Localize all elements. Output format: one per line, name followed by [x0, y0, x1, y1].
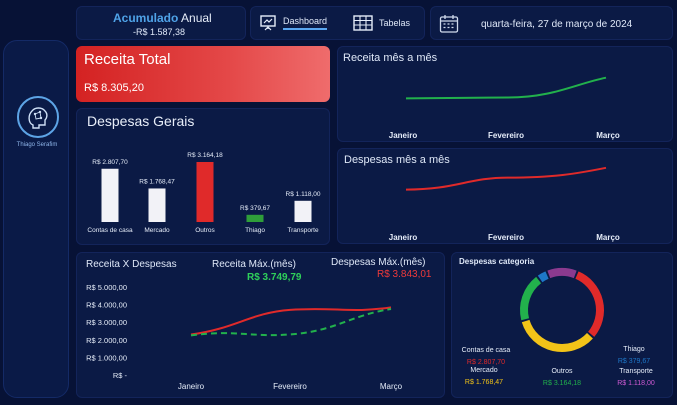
receita-total-value: R$ 8.305,20 [84, 82, 144, 94]
rxd-series-1 [190, 308, 392, 337]
date-card: quarta-feira, 27 de março de 2024 [430, 6, 673, 40]
rxd-ytick-1: R$ 1.000,00 [86, 353, 127, 362]
bar-label-4: R$ 1.118,00 [286, 191, 321, 198]
receita-mes-xlabel-1: Fevereiro [488, 131, 524, 140]
receita-x-despesas-title: Receita X Despesas [86, 259, 177, 270]
donut-value-3: R$ 379,67 [618, 358, 650, 365]
despesas-mes-card: Despesas mês a mês Janeiro Fevereiro Março [337, 148, 673, 244]
nav-dashboard-label: Dashboard [283, 16, 328, 30]
presentation-icon [260, 15, 276, 31]
despesas-gerais-title: Despesas Gerais [87, 113, 195, 129]
receita-mes-xlabel-2: Março [596, 131, 620, 140]
receita-total-title: Receita Total [84, 51, 171, 68]
donut-value-1: R$ 1.768,47 [465, 379, 503, 386]
receita-x-despesas-card: Receita X Despesas Receita Máx.(mês) R$ … [76, 252, 445, 398]
donut-slice-1[interactable] [520, 276, 542, 321]
bar-label-2: R$ 3.164,18 [187, 152, 223, 159]
despesas-max-label: Despesas Máx.(mês) [331, 257, 426, 268]
donut-slice-0[interactable] [575, 271, 604, 337]
nav-tabelas-label: Tabelas [379, 18, 411, 28]
bar-0[interactable] [101, 168, 119, 222]
donut-value-4: R$ 1.118,00 [617, 380, 655, 387]
receita-total-card: Receita Total R$ 8.305,20 [76, 46, 330, 102]
brain-circuit-icon [28, 107, 48, 129]
despesas-categoria-title: Despesas categoria [459, 257, 535, 266]
rxd-ytick-0: R$ - [113, 371, 128, 380]
receita-mes-xlabel-0: Janeiro [389, 131, 418, 140]
rxd-ytick-3: R$ 3.000,00 [86, 318, 127, 327]
donut-value-2: R$ 3.164,18 [543, 380, 581, 387]
rxd-series-0 [190, 306, 392, 336]
acumulado-value: -R$ 1.587,38 [133, 27, 186, 37]
acumulado-anual-card: Acumulado Anual -R$ 1.587,38 [76, 6, 246, 40]
donut-category-0: Contas de casa [462, 347, 511, 354]
donut-slice-2[interactable] [521, 319, 593, 352]
despesas-categoria-card: Despesas categoria Contas de casa R$ 2.80… [451, 252, 673, 398]
receita-max-label: Receita Máx.(mês) [212, 259, 296, 270]
bar-3[interactable] [246, 214, 264, 222]
bar-label-1: R$ 1.768,47 [139, 178, 175, 185]
donut-category-3: Thiago [623, 346, 645, 353]
avatar[interactable] [17, 96, 59, 138]
donut-slice-3[interactable] [537, 271, 549, 283]
despesas-mes-xlabel-0: Janeiro [389, 233, 418, 242]
bar-4[interactable] [294, 200, 312, 222]
user-name: Thiago Serafim [16, 142, 58, 148]
sidebar: Thiago Serafim [3, 40, 69, 398]
despesas-mes-line [405, 166, 607, 191]
receita-mes-chart: Janeiro Fevereiro Março [389, 76, 620, 140]
despesas-mes-title: Despesas mês a mês [344, 154, 450, 166]
rxd-xlabel-2: Março [380, 382, 403, 391]
donut-category-2: Outros [551, 368, 573, 375]
bar-category-4: Transporte [287, 227, 319, 234]
rxd-ytick-2: R$ 2.000,00 [86, 336, 127, 345]
despesas-gerais-card: Despesas Gerais R$ 2.807,70 Contas de cas… [76, 108, 330, 245]
bar-category-1: Mercado [144, 227, 170, 234]
acumulado-title: Acumulado Anual [113, 11, 212, 25]
donut-category-4: Transporte [619, 368, 653, 375]
bar-category-3: Thiago [245, 227, 265, 234]
rxd-ytick-4: R$ 4.000,00 [86, 301, 127, 310]
receita-max-value: R$ 3.749,79 [247, 272, 302, 283]
donut-value-0: R$ 2.807,70 [467, 359, 505, 366]
bar-2[interactable] [196, 162, 214, 222]
rxd-xlabel-0: Janeiro [178, 382, 205, 391]
donut-category-1: Mercado [470, 367, 497, 374]
despesas-mes-xlabel-2: Março [596, 233, 620, 242]
receita-mes-title: Receita mês a mês [343, 52, 438, 64]
receita-x-despesas-chart: R$ - R$ 1.000,00 R$ 2.000,00 R$ 3.000,00 R$ … [86, 283, 403, 391]
current-date: quarta-feira, 27 de março de 2024 [481, 19, 633, 30]
donut-slice-4[interactable] [547, 268, 577, 279]
rxd-ytick-5: R$ 5.000,00 [86, 283, 127, 292]
nav-dashboard[interactable]: Dashboard [259, 14, 328, 32]
bar-label-0: R$ 2.807,70 [92, 159, 128, 166]
bar-label-3: R$ 379,67 [240, 205, 270, 212]
calendar-icon [439, 15, 459, 33]
despesas-mes-chart: Janeiro Fevereiro Março [389, 166, 620, 242]
nav-tabelas[interactable]: Tabelas [353, 15, 410, 31]
table-icon [353, 15, 373, 31]
receita-mes-line [405, 76, 607, 100]
despesas-max-value: R$ 3.843,01 [377, 269, 432, 280]
bar-1[interactable] [148, 188, 166, 222]
rxd-xlabel-1: Fevereiro [273, 382, 307, 391]
bar-category-0: Contas de casa [87, 227, 133, 234]
despesas-mes-xlabel-1: Fevereiro [488, 233, 524, 242]
receita-mes-card: Receita mês a mês Janeiro Fevereiro Março [337, 46, 673, 142]
nav-bar: Dashboard Tabelas [250, 6, 425, 40]
bar-category-2: Outros [195, 227, 215, 234]
despesas-gerais-chart: R$ 2.807,70 Contas de casa R$ 1.768,47 Merc… [87, 152, 321, 234]
